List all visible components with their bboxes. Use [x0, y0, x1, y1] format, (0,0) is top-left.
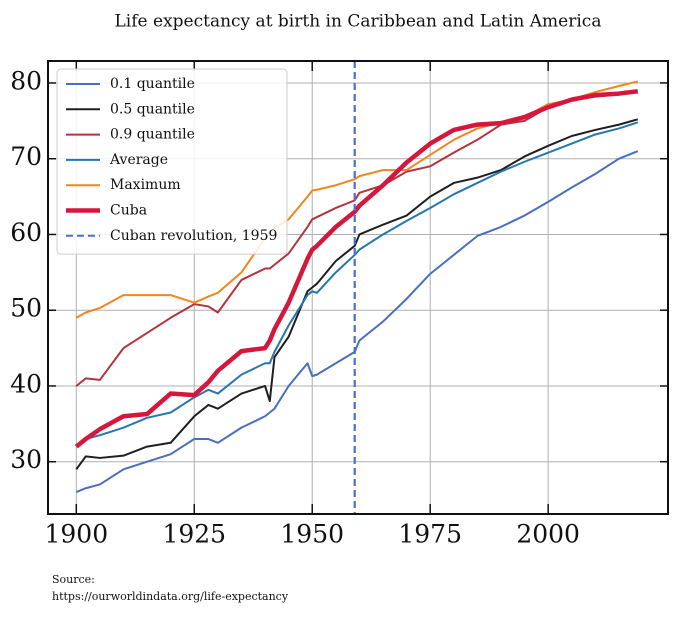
series-line — [75, 118, 639, 470]
legend: 0.1 quantile 0.5 quantile 0.9 quantile Aver… — [56, 68, 288, 255]
legend-label: Cuban revolution, 1959 — [110, 228, 277, 244]
y-tick-label: 50 — [10, 294, 42, 323]
y-tick-label: 70 — [10, 142, 42, 171]
source-label: Source: — [52, 573, 95, 586]
legend-label: 0.5 quantile — [110, 101, 195, 117]
source-url: https://ourworldindata.org/life-expectan… — [52, 590, 289, 603]
legend-label: 0.9 quantile — [110, 127, 195, 143]
legend-label: 0.1 quantile — [110, 76, 195, 92]
x-tick-label: 2000 — [516, 520, 580, 549]
legend-label: Cuba — [110, 203, 147, 219]
x-tick-label: 1975 — [398, 520, 462, 549]
x-tick-label: 1900 — [44, 520, 108, 549]
legend-label: Maximum — [110, 177, 181, 193]
x-tick-label: 1950 — [280, 520, 344, 549]
series-line — [75, 91, 638, 387]
x-tick-label: 1925 — [162, 520, 226, 549]
series-line — [74, 89, 639, 449]
legend-label: Average — [109, 152, 168, 168]
series-line — [75, 150, 639, 493]
y-tick-label: 80 — [10, 66, 42, 95]
legend-box — [56, 68, 288, 255]
y-tick-label: 60 — [10, 218, 42, 247]
plot-frame — [47, 60, 669, 515]
chart-title: Life expectancy at birth in Caribbean an… — [115, 12, 602, 32]
y-tick-label: 30 — [10, 445, 42, 474]
y-tick-label: 40 — [10, 369, 42, 398]
series-line — [75, 121, 639, 448]
